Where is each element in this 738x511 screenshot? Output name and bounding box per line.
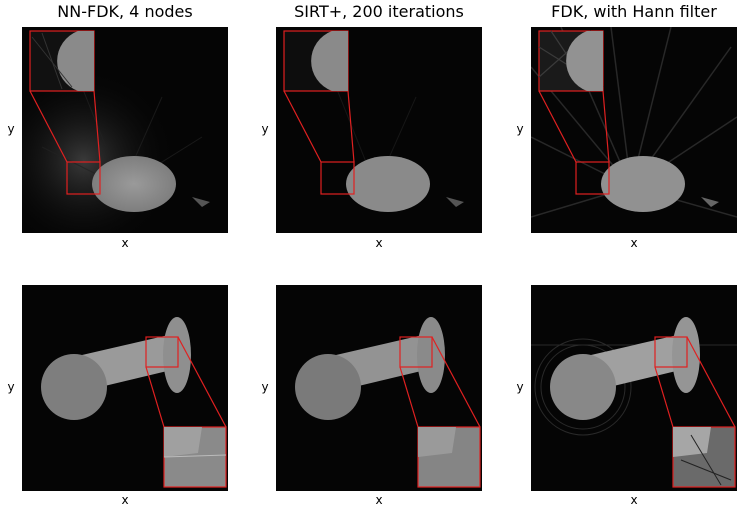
- reconstruction-panel-row1-sirt: [276, 27, 482, 233]
- reconstruction-panel-row1-nn-fdk: [22, 27, 228, 233]
- y-axis-label-row1-nn-fdk: y: [7, 122, 15, 136]
- y-axis-label-row1-fdk: y: [516, 122, 524, 136]
- reconstruction-image-row1-fdk: [531, 27, 737, 218]
- reconstruction-panel-row1-fdk: [531, 27, 737, 233]
- x-axis-label-row2-nn-fdk: x: [121, 493, 129, 507]
- y-axis-label-row1-sirt: y: [261, 122, 269, 136]
- inset-source-box: [145, 336, 179, 368]
- x-axis-label-row1-fdk: x: [630, 236, 638, 250]
- ellipse-object: [92, 156, 176, 212]
- reconstruction-image-row1-nn-fdk: [22, 27, 228, 233]
- reconstruction-panel-row2-fdk: [531, 285, 737, 491]
- ellipse-object: [346, 156, 430, 212]
- inset-source-box: [399, 336, 433, 368]
- column-title-fdk: FDK, with Hann filter: [551, 2, 717, 21]
- x-axis-label-row1-nn-fdk: x: [121, 236, 129, 250]
- inset-source-box: [66, 161, 101, 195]
- circle-object: [295, 354, 361, 420]
- x-axis-label-row1-sirt: x: [375, 236, 383, 250]
- reconstruction-image-row2-sirt: [295, 317, 481, 488]
- x-axis-label-row2-sirt: x: [375, 493, 383, 507]
- reconstruction-image-row2-fdk: [531, 317, 737, 488]
- y-axis-label-row2-fdk: y: [516, 380, 524, 394]
- y-axis-label-row2-sirt: y: [261, 380, 269, 394]
- x-axis-label-row2-fdk: x: [630, 493, 638, 507]
- y-axis-label-row2-nn-fdk: y: [7, 380, 15, 394]
- reconstruction-image-row2-nn-fdk: [41, 317, 227, 488]
- circle-object: [41, 354, 107, 420]
- reconstruction-panel-row2-nn-fdk: [22, 285, 228, 491]
- inset-source-box: [654, 336, 688, 368]
- inset-source-box: [320, 161, 355, 195]
- reconstruction-panel-row2-sirt: [276, 285, 482, 491]
- column-title-sirt: SIRT+, 200 iterations: [294, 2, 464, 21]
- circle-object: [550, 354, 616, 420]
- inset-source-box: [575, 161, 610, 195]
- column-title-nn-fdk: NN-FDK, 4 nodes: [57, 2, 193, 21]
- ellipse-object: [601, 156, 685, 212]
- reconstruction-image-row1-sirt: [283, 30, 464, 212]
